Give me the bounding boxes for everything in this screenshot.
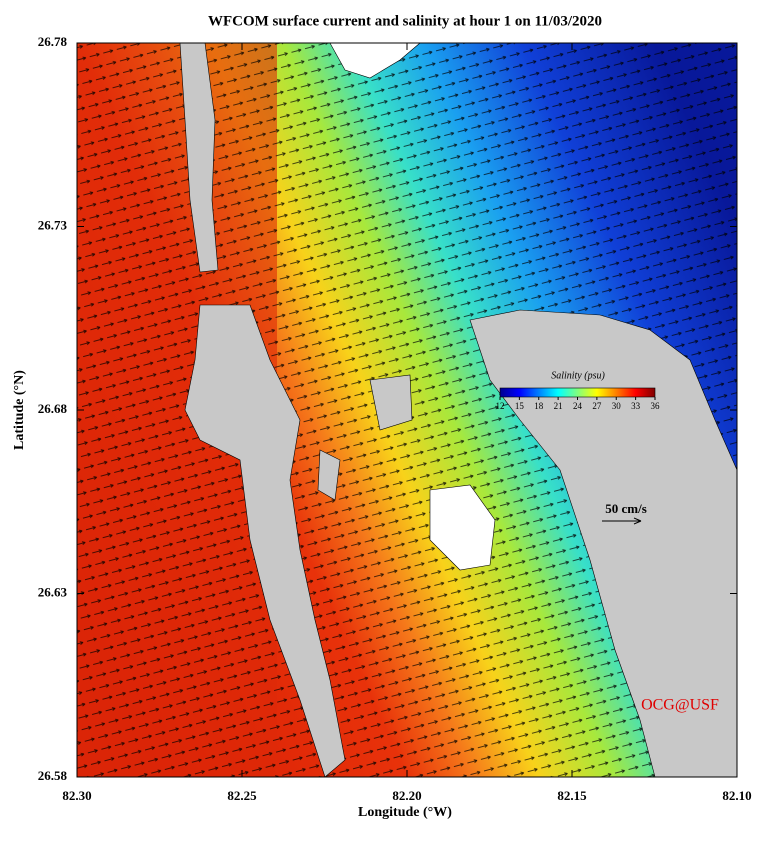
reference-arrow-label: 50 cm/s bbox=[605, 501, 647, 516]
y-tick-label: 26.63 bbox=[38, 584, 68, 599]
y-tick-label: 26.58 bbox=[38, 768, 68, 783]
map-field bbox=[77, 42, 738, 778]
x-tick-label: 82.25 bbox=[227, 788, 257, 803]
colorbar-tick-label: 15 bbox=[515, 401, 525, 411]
colorbar-tick-label: 18 bbox=[534, 401, 544, 411]
x-tick-label: 82.20 bbox=[392, 788, 421, 803]
x-tick-label: 82.10 bbox=[722, 788, 751, 803]
reference-arrow bbox=[602, 517, 642, 525]
y-tick-label: 26.78 bbox=[38, 34, 68, 49]
colorbar-tick-label: 27 bbox=[592, 401, 602, 411]
colorbar-tick-label: 12 bbox=[496, 401, 505, 411]
colorbar-title: Salinity (psu) bbox=[551, 370, 605, 381]
y-axis-label: Latitude (°N) bbox=[12, 370, 27, 450]
x-tick-label: 82.15 bbox=[557, 788, 587, 803]
colorbar-tick-label: 21 bbox=[554, 401, 563, 411]
colorbar-tick-label: 30 bbox=[612, 401, 622, 411]
colorbar-tick-label: 33 bbox=[631, 401, 641, 411]
x-axis-label: Longitude (°W) bbox=[358, 805, 452, 820]
y-tick-label: 26.68 bbox=[38, 401, 68, 416]
y-tick-label: 26.73 bbox=[38, 217, 68, 232]
credit: OCG@USF bbox=[641, 697, 719, 714]
x-tick-label: 82.30 bbox=[62, 788, 91, 803]
chart-title: WFCOM surface current and salinity at ho… bbox=[208, 13, 602, 29]
colorbar-tick-label: 36 bbox=[651, 401, 661, 411]
colorbar-tick-label: 24 bbox=[573, 401, 583, 411]
